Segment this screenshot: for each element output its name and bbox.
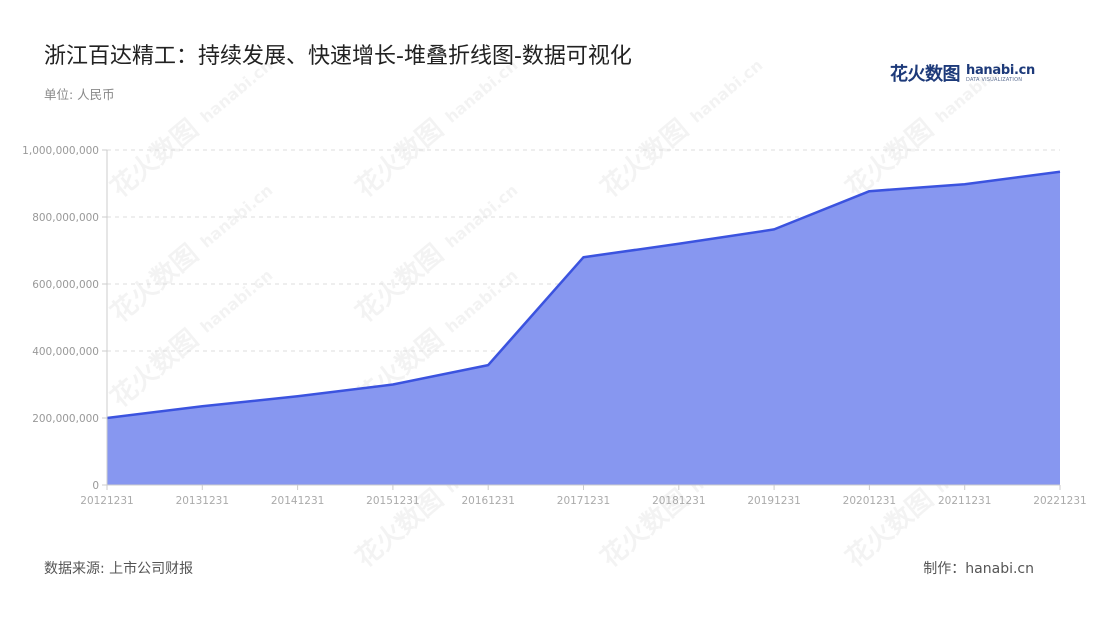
x-tick-label: 20121231 (80, 495, 133, 507)
credit-text: 制作：hanabi.cn (923, 561, 1034, 577)
logo-cn-text: 花火数图 (890, 64, 961, 85)
logo-sub-text: DATA VISUALIZATION (966, 76, 1023, 83)
chart-title: 浙江百达精工：持续发展、快速增长-堆叠折线图-数据可视化 (44, 44, 632, 69)
area-fill (107, 171, 1060, 486)
logo-side: hanabi.cn DATA VISUALIZATION (966, 64, 1035, 83)
x-tick-label: 20161231 (461, 495, 514, 507)
svg-text:hanabi.cn: hanabi.cn (197, 265, 277, 336)
x-tick-label: 20221231 (1033, 495, 1086, 507)
svg-text:hanabi.cn: hanabi.cn (442, 55, 522, 126)
svg-text:花火数图: 花火数图 (105, 324, 204, 414)
y-tick-label: 600,000,000 (32, 279, 99, 291)
svg-text:hanabi.cn: hanabi.cn (442, 265, 522, 336)
x-tick-label: 20131231 (176, 495, 229, 507)
svg-text:花火数图: 花火数图 (595, 114, 694, 204)
svg-text:花火数图: 花火数图 (350, 114, 449, 204)
y-tick-label: 400,000,000 (32, 346, 99, 358)
logo-en-text: hanabi.cn (966, 62, 1036, 78)
x-tick-label: 20181231 (652, 495, 705, 507)
y-tick-label: 200,000,000 (32, 413, 99, 425)
x-axis-ticks: 20121231 20131231 20141231 20151231 20161231… (80, 485, 1087, 507)
x-tick-label: 20141231 (271, 495, 324, 507)
brand-logo[interactable]: 花火数图 hanabi.cn DATA VISUALIZATION (890, 58, 1035, 88)
y-axis-ticks: 0 200,000,000 400,000,000 600,000,000 800,00… (22, 145, 107, 492)
svg-text:hanabi.cn: hanabi.cn (932, 55, 1012, 126)
svg-text:花火数图: 花火数图 (105, 114, 204, 204)
svg-text:hanabi.cn: hanabi.cn (197, 55, 277, 126)
data-source: 数据来源: 上市公司财报 (44, 561, 194, 577)
x-tick-label: 20201231 (843, 495, 896, 507)
x-tick-label: 20171231 (557, 495, 610, 507)
unit-label: 单位: 人民币 (44, 87, 115, 102)
y-tick-label: 1,000,000,000 (22, 145, 99, 157)
svg-text:hanabi.cn: hanabi.cn (197, 180, 277, 251)
y-tick-label: 800,000,000 (32, 212, 99, 224)
x-tick-label: 20151231 (366, 495, 419, 507)
x-tick-label: 20191231 (747, 495, 800, 507)
x-tick-label: 20211231 (938, 495, 991, 507)
svg-text:hanabi.cn: hanabi.cn (687, 55, 767, 126)
series-line (106, 170, 1061, 420)
y-tick-label: 0 (92, 480, 99, 492)
svg-text:hanabi.cn: hanabi.cn (442, 180, 522, 251)
